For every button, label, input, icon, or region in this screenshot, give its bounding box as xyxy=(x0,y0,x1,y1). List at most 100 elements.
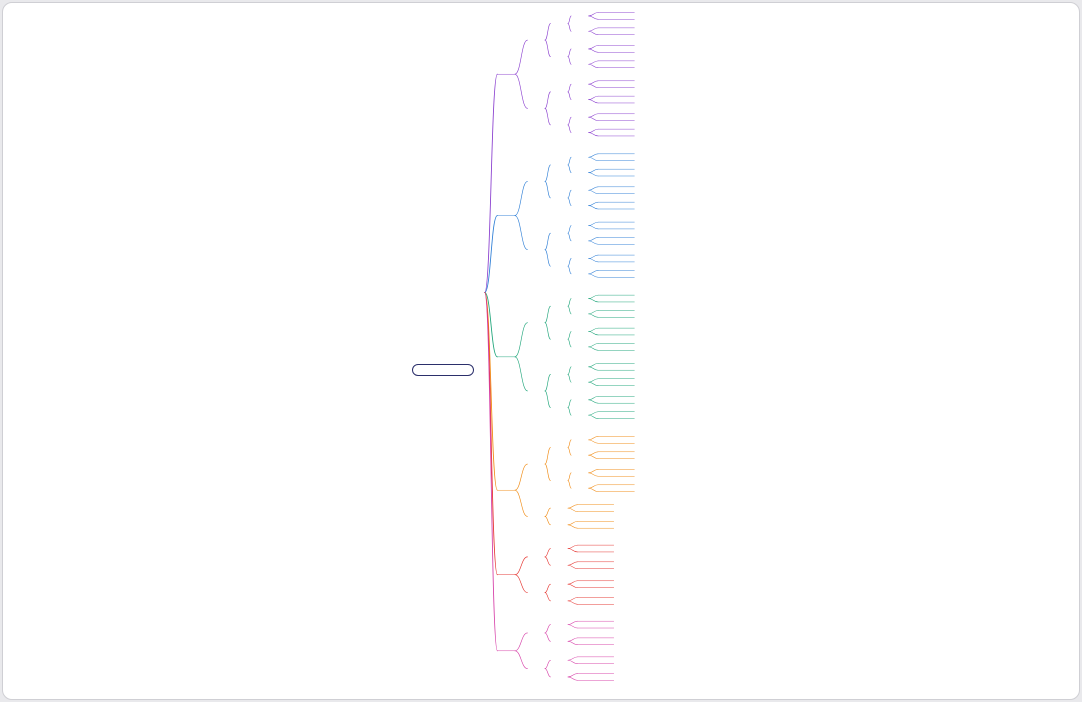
node-connector xyxy=(544,322,551,340)
leaf-connector xyxy=(567,600,578,605)
node-connector xyxy=(567,189,572,199)
node-connector xyxy=(544,507,551,517)
leaf-connector xyxy=(588,254,599,259)
node-connector xyxy=(544,181,551,199)
node-connector xyxy=(544,624,551,634)
leaf-connector xyxy=(588,396,599,401)
leaf-connector xyxy=(588,270,599,275)
leaf-connector xyxy=(588,189,599,194)
leaf-connector xyxy=(588,132,599,137)
leaf-connector xyxy=(588,95,599,100)
node-connector xyxy=(544,374,551,392)
node-connector xyxy=(544,390,551,408)
node-connector xyxy=(567,116,572,126)
leaf-connector xyxy=(588,99,599,104)
node-connector xyxy=(567,15,572,24)
leaf-connector xyxy=(567,597,578,602)
leaf-connector xyxy=(567,521,578,526)
leaf-connector xyxy=(567,620,578,625)
node-connector xyxy=(544,556,551,566)
leaf-connector xyxy=(588,45,599,50)
leaf-connector xyxy=(567,624,578,629)
leaf-connector xyxy=(588,378,599,383)
node-connector xyxy=(544,108,551,126)
leaf-connector xyxy=(588,484,599,489)
node-connector xyxy=(567,91,572,100)
node-connector xyxy=(514,322,528,358)
node-connector xyxy=(567,156,572,166)
node-connector xyxy=(567,258,572,267)
leaf-connector xyxy=(588,201,599,206)
leaf-connector xyxy=(588,327,599,332)
leaf-connector xyxy=(567,548,578,553)
leaf-connector xyxy=(588,439,599,444)
node-connector xyxy=(567,331,572,340)
leaf-connector xyxy=(588,331,599,336)
node-connector xyxy=(567,124,572,133)
node-connector xyxy=(514,215,528,250)
node-connector xyxy=(544,583,551,593)
node-connector xyxy=(567,399,572,408)
branch-connector xyxy=(484,215,498,293)
node-connector xyxy=(567,164,572,173)
node-connector xyxy=(544,164,551,182)
leaf-connector xyxy=(588,298,599,303)
node-connector xyxy=(567,447,572,456)
leaf-connector xyxy=(588,237,599,242)
leaf-connector xyxy=(588,469,599,474)
leaf-connector xyxy=(588,225,599,230)
leaf-connector xyxy=(588,399,599,404)
leaf-connector xyxy=(588,472,599,477)
leaf-connector xyxy=(567,641,578,645)
leaf-connector xyxy=(588,487,599,492)
node-connector xyxy=(544,592,551,602)
node-connector xyxy=(567,298,572,307)
node-connector xyxy=(514,463,528,491)
leaf-connector xyxy=(588,451,599,456)
node-connector xyxy=(514,356,528,392)
node-connector xyxy=(544,305,551,324)
node-connector xyxy=(544,232,551,250)
leaf-connector xyxy=(588,346,599,351)
leaf-connector xyxy=(588,113,599,118)
mindmap-svg xyxy=(484,12,635,681)
leaf-connector xyxy=(567,580,578,585)
node-connector xyxy=(567,305,572,315)
leaf-connector xyxy=(588,381,599,386)
node-connector xyxy=(514,489,528,517)
leaf-connector xyxy=(588,63,599,68)
node-connector xyxy=(567,472,572,481)
node-connector xyxy=(567,56,572,65)
branch-connector xyxy=(484,292,498,652)
leaf-connector xyxy=(567,656,578,661)
leaf-connector xyxy=(588,436,599,441)
leaf-connector xyxy=(588,156,599,161)
leaf-connector xyxy=(588,366,599,371)
leaf-connector xyxy=(588,31,599,35)
node-connector xyxy=(514,650,528,669)
node-connector xyxy=(514,39,528,75)
root-node[interactable] xyxy=(412,364,474,376)
leaf-connector xyxy=(567,507,578,512)
leaf-connector xyxy=(588,205,599,210)
leaf-connector xyxy=(588,240,599,245)
leaf-connector xyxy=(567,659,578,664)
leaf-connector xyxy=(588,15,599,20)
node-connector xyxy=(544,668,551,678)
leaf-connector xyxy=(567,504,578,509)
leaf-connector xyxy=(588,294,599,299)
leaf-connector xyxy=(588,128,599,133)
node-connector xyxy=(567,439,572,448)
leaf-connector xyxy=(588,48,599,53)
node-connector xyxy=(567,23,572,32)
leaf-connector xyxy=(567,673,578,678)
leaf-connector xyxy=(567,564,578,569)
branch-connector xyxy=(484,292,498,576)
node-connector xyxy=(567,374,572,383)
leaf-connector xyxy=(588,221,599,226)
leaf-connector xyxy=(588,186,599,191)
leaf-connector xyxy=(588,83,599,88)
leaf-connector xyxy=(567,524,578,529)
leaf-connector xyxy=(588,414,599,419)
